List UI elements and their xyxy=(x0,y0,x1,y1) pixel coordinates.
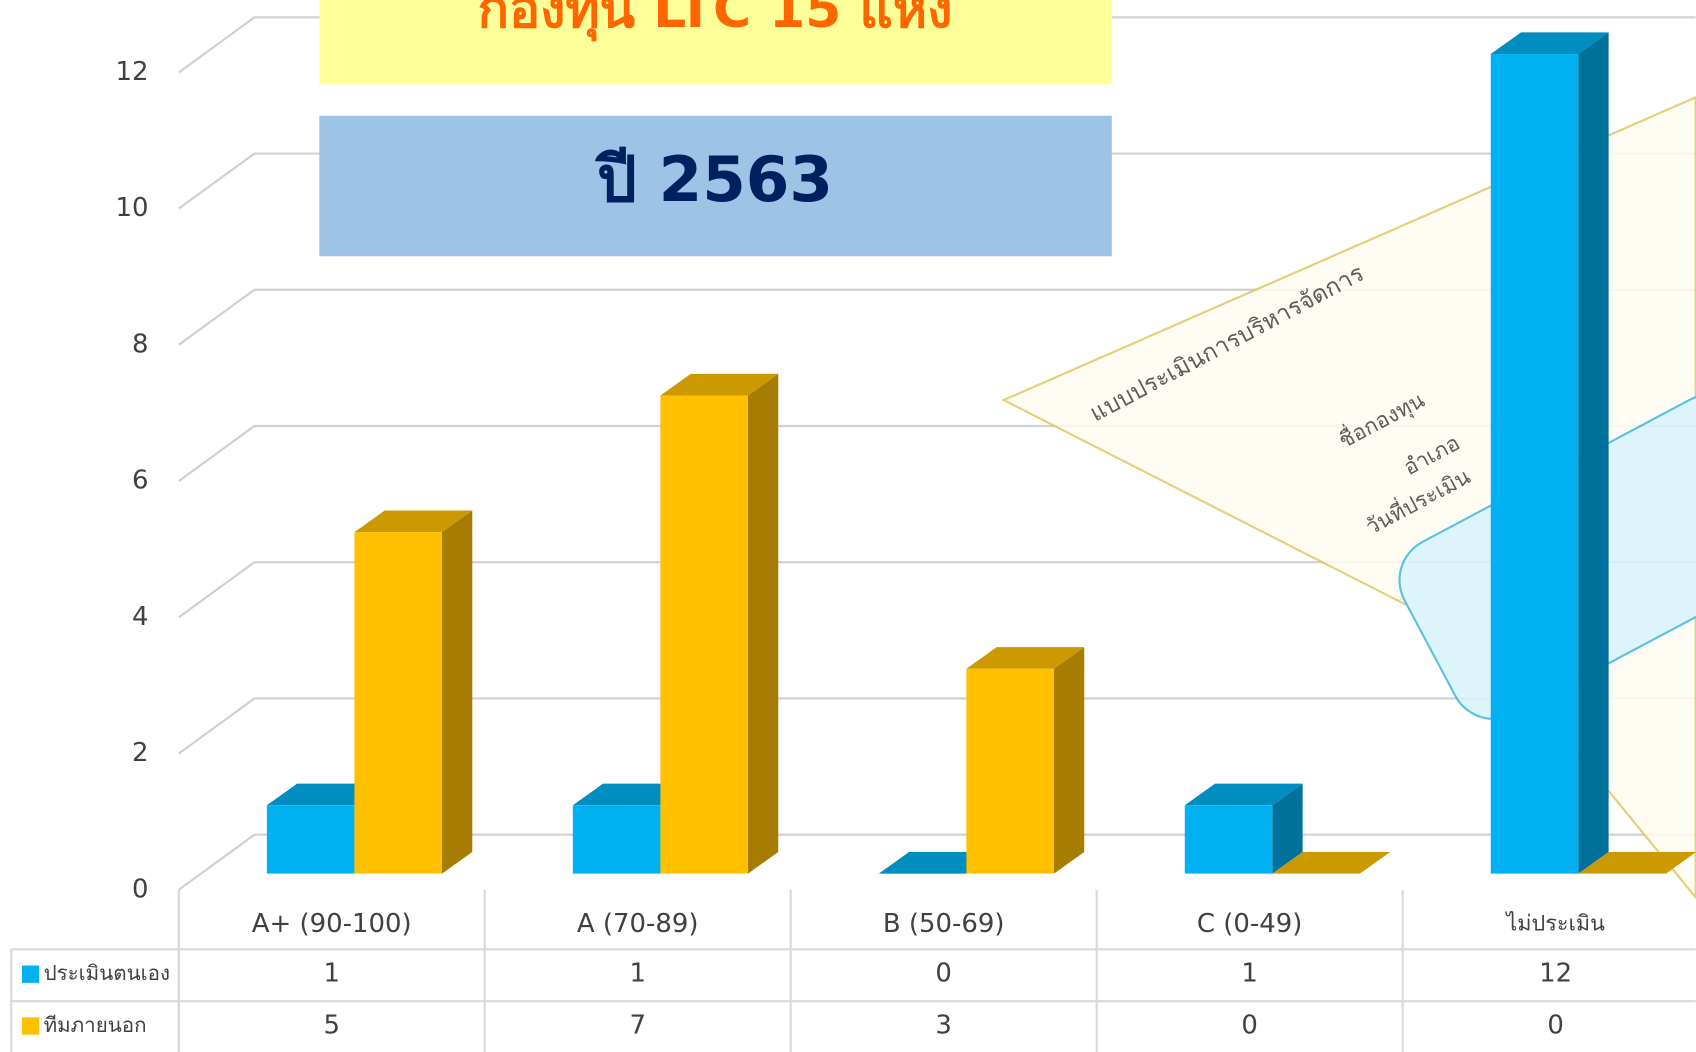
chart-title: กองทุน LTC 15 แห่ง xyxy=(478,0,953,42)
data-label: 0 xyxy=(1547,1011,1564,1041)
data-label: 3 xyxy=(935,1011,952,1041)
x-tick-label: B (50-69) xyxy=(883,909,1005,939)
bar-side xyxy=(1578,32,1608,873)
x-tick-label: A+ (90-100) xyxy=(252,909,412,939)
data-label: 7 xyxy=(629,1011,646,1041)
chart-subtitle: ปี 2563 xyxy=(595,143,833,216)
y-tick-label: 12 xyxy=(115,57,148,87)
data-label: 0 xyxy=(935,959,952,989)
bar xyxy=(354,532,442,873)
legend-swatch xyxy=(22,966,39,983)
bar-side xyxy=(1054,647,1084,874)
y-tick-label: 4 xyxy=(132,602,149,632)
data-label: 5 xyxy=(323,1011,340,1041)
bar xyxy=(966,669,1054,874)
legend-swatch xyxy=(22,1017,39,1034)
bar xyxy=(1491,54,1579,874)
bar xyxy=(660,396,748,874)
y-tick-label: 2 xyxy=(132,738,149,768)
data-table: A+ (90-100) A (70-89) B (50-69) C (0-49) ไม่… xyxy=(11,890,1696,1052)
bar-side xyxy=(748,374,778,874)
bar xyxy=(267,805,355,873)
y-tick-label: 0 xyxy=(132,874,149,904)
bar-side xyxy=(442,511,472,874)
y-tick-label: 10 xyxy=(115,193,148,223)
legend-label: ทีมภายนอก xyxy=(44,1013,147,1037)
data-label: 12 xyxy=(1539,959,1572,989)
legend-label: ประเมินตนเอง xyxy=(44,961,170,985)
bar xyxy=(1185,805,1273,873)
data-label: 0 xyxy=(1241,1011,1258,1041)
y-tick-label: 6 xyxy=(132,466,149,496)
x-tick-label: C (0-49) xyxy=(1197,909,1302,939)
x-tick-label: ไม่ประเมิน xyxy=(1504,910,1605,936)
chart: 024681012 แบบประเมินการบริหารจัดการ ชื่อ… xyxy=(0,0,1696,1052)
data-label: 1 xyxy=(629,959,646,989)
data-label: 1 xyxy=(323,959,340,989)
x-tick-label: A (70-89) xyxy=(577,909,699,939)
bar xyxy=(573,805,661,873)
y-tick-label: 8 xyxy=(132,329,149,359)
data-label: 1 xyxy=(1241,959,1258,989)
